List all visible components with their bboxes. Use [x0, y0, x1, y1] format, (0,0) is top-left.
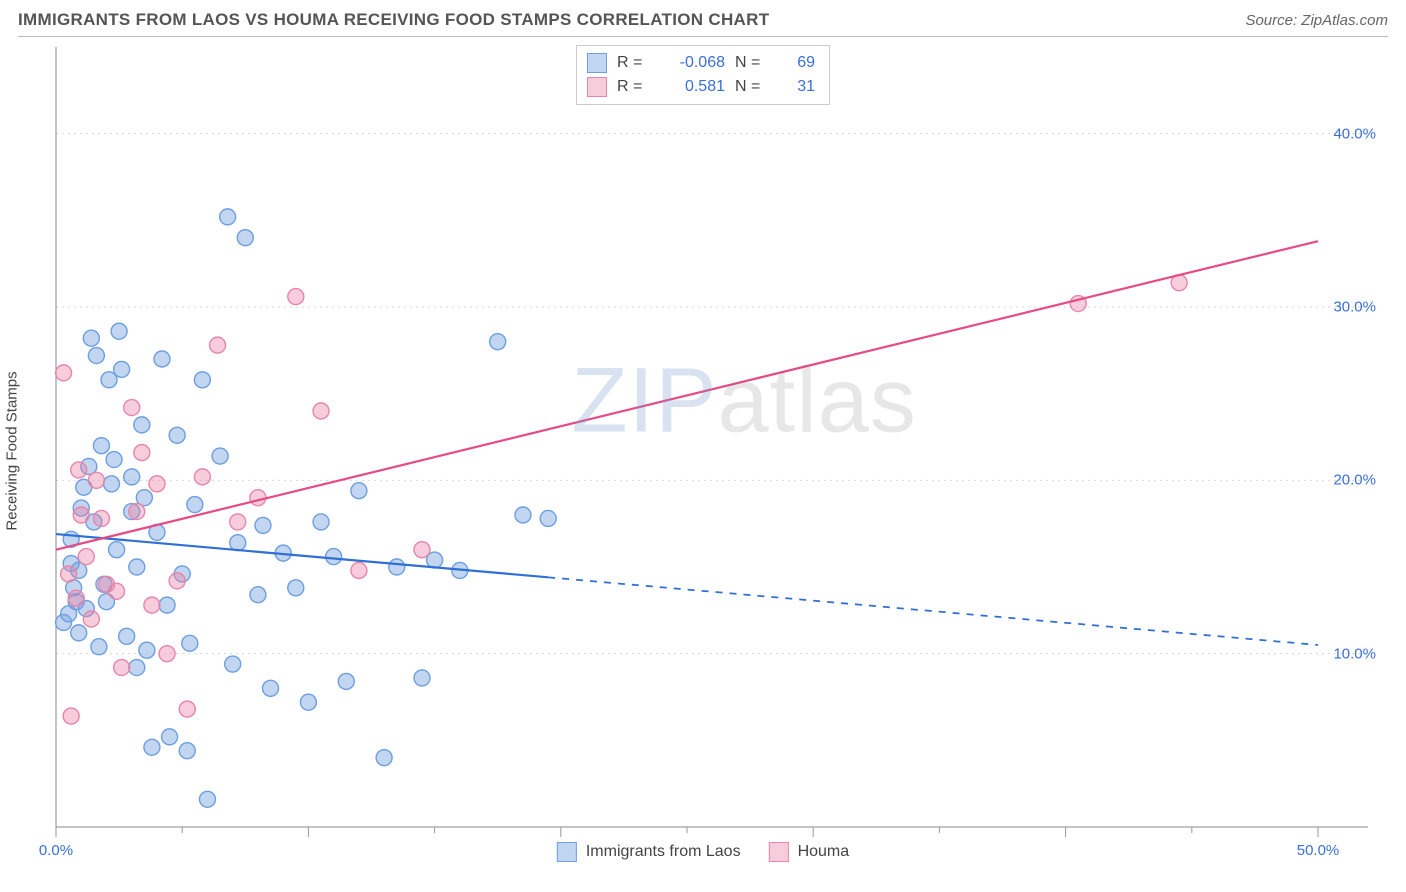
series-legend-label: Houma	[798, 843, 850, 861]
correlation-legend-row: R = -0.068 N = 69	[587, 51, 815, 75]
x-tick-label: 50.0%	[1297, 842, 1340, 859]
legend-r-value: -0.068	[663, 51, 725, 75]
correlation-legend: R = -0.068 N = 69 R = 0.581 N = 31	[576, 45, 830, 105]
y-tick-label: 30.0%	[1333, 299, 1376, 316]
y-tick-label: 40.0%	[1333, 125, 1376, 142]
legend-n-value: 69	[781, 51, 815, 75]
y-tick-label: 10.0%	[1333, 645, 1376, 662]
chart-title: IMMIGRANTS FROM LAOS VS HOUMA RECEIVING …	[18, 10, 769, 30]
chart-source: Source: ZipAtlas.com	[1245, 12, 1388, 29]
legend-n-label: N =	[735, 51, 771, 75]
x-tick-label: 0.0%	[39, 842, 73, 859]
chart-area: Receiving Food Stamps ZIPatlas R =-0.068…	[18, 36, 1388, 864]
correlation-legend-row: R = 0.581 N = 31	[587, 75, 815, 99]
legend-swatch	[557, 842, 577, 862]
series-legend-item: Houma	[769, 842, 850, 862]
chart-header: IMMIGRANTS FROM LAOS VS HOUMA RECEIVING …	[0, 0, 1406, 36]
series-legend: Immigrants from Laos Houma	[557, 842, 849, 862]
series-legend-item: Immigrants from Laos	[557, 842, 741, 862]
legend-n-label: N =	[735, 75, 771, 99]
legend-r-label: R =	[617, 75, 653, 99]
scatter-plot-svg	[18, 37, 1388, 864]
legend-swatch	[769, 842, 789, 862]
legend-swatch	[587, 77, 607, 97]
legend-r-value: 0.581	[663, 75, 725, 99]
legend-n-value: 31	[781, 75, 815, 99]
legend-swatch	[587, 53, 607, 73]
series-legend-label: Immigrants from Laos	[586, 843, 741, 861]
y-tick-label: 20.0%	[1333, 472, 1376, 489]
legend-r-label: R =	[617, 51, 653, 75]
